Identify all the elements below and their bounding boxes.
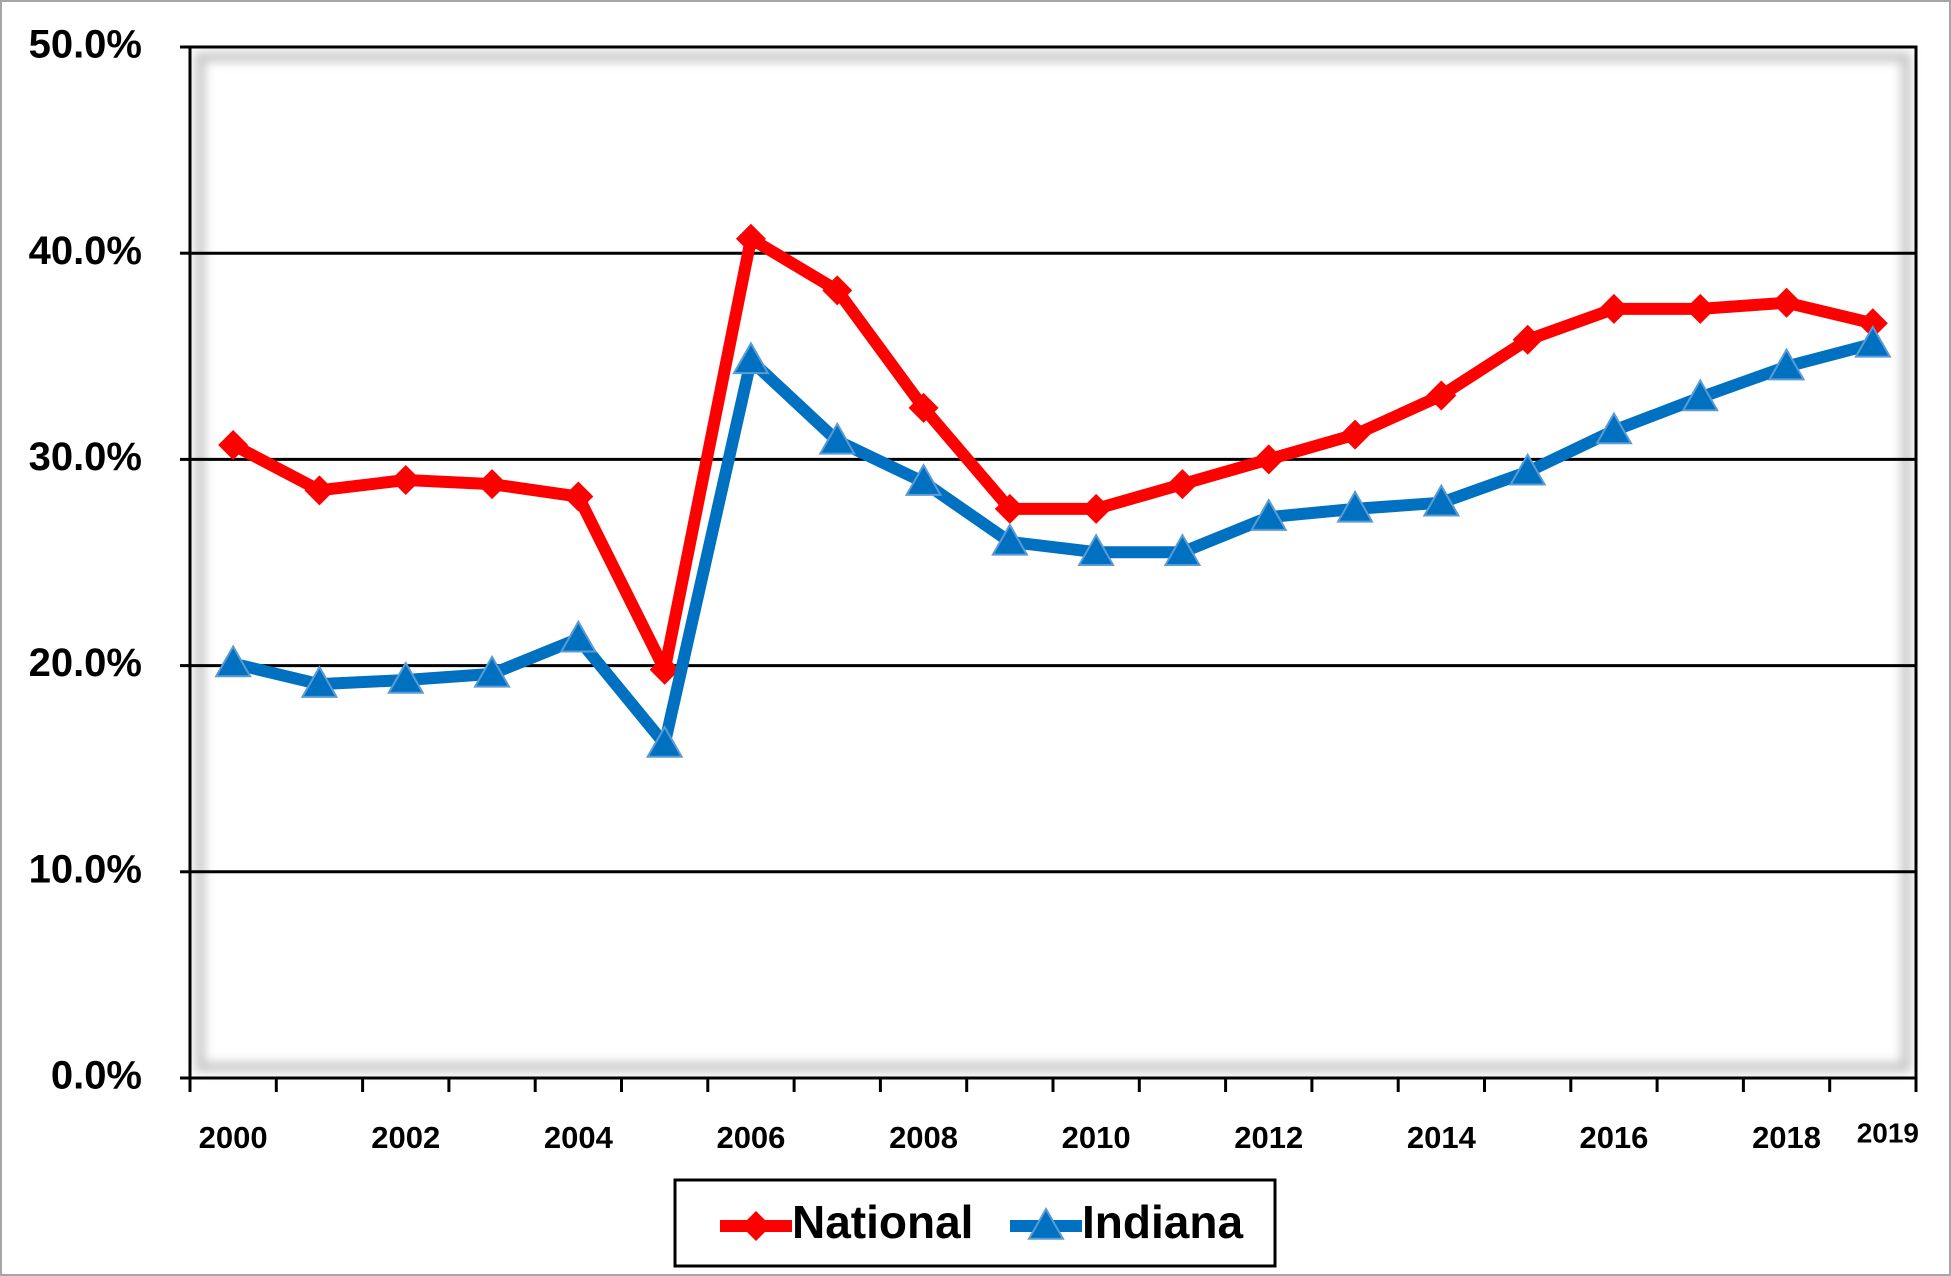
marker <box>559 619 598 653</box>
marker <box>214 644 252 678</box>
marker <box>1163 533 1202 566</box>
x-tick-label: 2000 <box>199 1120 268 1155</box>
marker <box>1512 324 1543 355</box>
marker <box>732 341 770 375</box>
series <box>218 223 1888 685</box>
x-tick-label: 2006 <box>716 1120 785 1155</box>
marker <box>649 654 680 685</box>
marker <box>1422 483 1461 517</box>
marker <box>1250 498 1288 531</box>
marker <box>1340 419 1371 450</box>
marker <box>304 475 335 506</box>
y-tick-label: 20.0% <box>29 641 142 685</box>
marker <box>1595 411 1633 445</box>
marker <box>1077 533 1115 566</box>
marker <box>387 661 425 694</box>
marker <box>822 275 853 306</box>
marker <box>473 654 511 688</box>
y-tick-label: 30.0% <box>29 435 142 479</box>
marker <box>991 522 1029 556</box>
x-tick-label: 2004 <box>544 1120 614 1155</box>
y-tick-label: 40.0% <box>29 229 142 273</box>
x-tick-label: 2016 <box>1579 1120 1648 1155</box>
marker <box>390 465 421 496</box>
marker <box>1767 347 1806 381</box>
marker <box>735 223 766 254</box>
series <box>214 324 1892 758</box>
marker <box>645 724 684 758</box>
marker <box>1681 378 1719 412</box>
marker <box>1508 452 1547 486</box>
marker <box>1081 493 1112 524</box>
y-tick-label: 0.0% <box>51 1054 142 1098</box>
marker <box>904 463 943 496</box>
legend-label: National <box>792 1196 973 1248</box>
marker <box>994 493 1025 524</box>
marker <box>1771 287 1802 318</box>
line <box>230 232 1875 676</box>
marker <box>218 429 249 460</box>
marker <box>477 469 508 500</box>
marker <box>1253 444 1284 475</box>
marker <box>1854 324 1892 358</box>
x-tick-label: 2008 <box>889 1120 958 1155</box>
marker <box>1685 293 1716 324</box>
marker <box>1426 380 1457 411</box>
marker <box>1857 308 1888 339</box>
plot-shadow <box>195 52 1911 1072</box>
plot: 0.0% 10.0% 20.0% 30.0% 40.0% 50.0% 2000 2002 200… <box>29 23 1919 1268</box>
x-tick-label: 2014 <box>1407 1120 1477 1155</box>
y-tick-label: 10.0% <box>29 847 142 891</box>
marker <box>908 392 939 423</box>
x-tick-label: 2010 <box>1062 1120 1131 1155</box>
x-tick-label: 2012 <box>1234 1120 1303 1155</box>
marker <box>741 1211 771 1241</box>
x-tick-label: 2002 <box>371 1120 440 1155</box>
y-tick-label: 50.0% <box>29 23 142 67</box>
marker <box>818 421 856 455</box>
legend-label: Indiana <box>1082 1196 1243 1248</box>
marker <box>1167 469 1198 500</box>
marker <box>1598 293 1629 324</box>
marker <box>300 665 339 698</box>
marker <box>1336 489 1374 523</box>
x-tick-label: 2018 <box>1752 1120 1821 1155</box>
marker <box>1027 1206 1065 1240</box>
x-tick-label: 2019 <box>1857 1117 1919 1148</box>
marker <box>563 481 594 512</box>
